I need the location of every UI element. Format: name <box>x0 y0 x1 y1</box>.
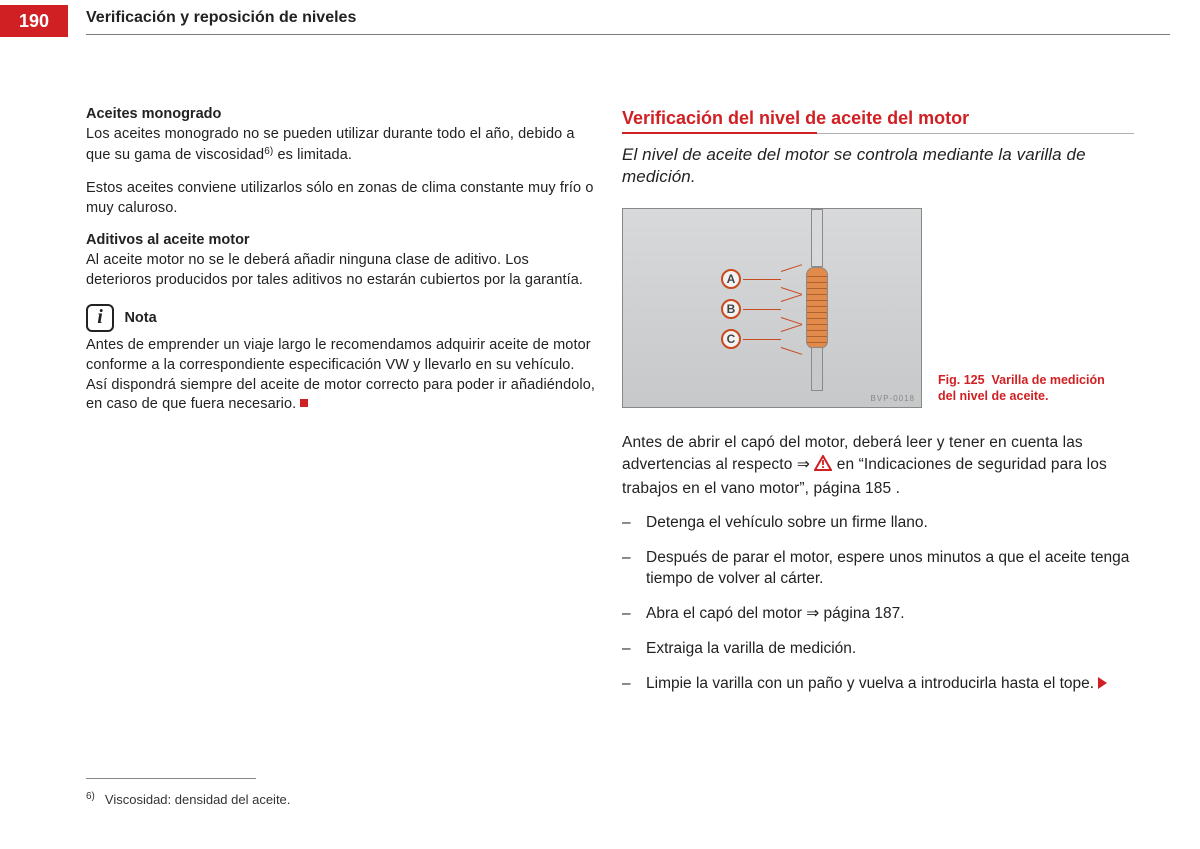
paragraph-aditivos: Al aceite motor no se le deberá añadir n… <box>86 251 598 290</box>
text-tail: es limitada. <box>273 147 352 163</box>
footnote-mark: 6) <box>86 791 95 802</box>
continue-arrow-icon <box>1098 677 1107 689</box>
step-item: Abra el capó del motor ⇒ página 187. <box>622 604 1134 625</box>
dipstick-shaft <box>811 209 823 267</box>
marker-a-line <box>743 279 781 280</box>
right-column: Verificación del nivel de aceite del mot… <box>622 108 1134 709</box>
dipstick-measure-zone <box>806 267 828 349</box>
left-column: Aceites monogrado Los aceites monogrado … <box>86 106 598 415</box>
section-rule <box>622 132 1134 134</box>
figure-row: A B C BVP-0018 Fig. 125 Varilla de medic… <box>622 208 1134 408</box>
footnote: 6) Viscosidad: densidad del aceite. <box>86 791 290 807</box>
footnote-rule <box>86 778 256 779</box>
heading-monogrado: Aceites monogrado <box>86 106 598 122</box>
step-item: Después de parar el motor, espere unos m… <box>622 548 1134 590</box>
section-heading: Verificación del nivel de aceite del mot… <box>622 108 1134 129</box>
note-text: Antes de emprender un viaje largo le rec… <box>86 337 595 412</box>
warning-triangle-icon <box>814 455 832 478</box>
instructions: Antes de abrir el capó del motor, deberá… <box>622 432 1134 695</box>
step-item: Extraiga la varilla de medición. <box>622 639 1134 660</box>
marker-a: A <box>721 269 741 289</box>
marker-b-line <box>743 309 781 310</box>
arrow-ref-icon: ⇒ <box>797 456 815 473</box>
note-label: Nota <box>124 310 156 326</box>
section-intro: El nivel de aceite del motor se controla… <box>622 144 1134 188</box>
page-number-tab: 190 <box>0 5 68 37</box>
paragraph-monogrado-1: Los aceites monogrado no se pueden utili… <box>86 125 598 165</box>
marker-c: C <box>721 329 741 349</box>
header-rule <box>86 34 1170 35</box>
marker-c-line <box>743 339 781 340</box>
pre-steps-text: Antes de abrir el capó del motor, deberá… <box>622 432 1134 499</box>
page-number: 190 <box>19 11 49 32</box>
figure-caption: Fig. 125 Varilla de medición del nivel d… <box>938 373 1118 408</box>
heading-aditivos: Aditivos al aceite motor <box>86 232 598 248</box>
figure-dipstick: A B C BVP-0018 <box>622 208 922 408</box>
figure-label: Fig. 125 <box>938 373 985 387</box>
dipstick-tip <box>811 347 823 391</box>
rule-gray <box>817 133 1134 134</box>
footnote-text: Viscosidad: densidad del aceite. <box>105 792 291 807</box>
paragraph-monogrado-2: Estos aceites conviene utilizarlos sólo … <box>86 179 598 218</box>
steps-list: Detenga el vehículo sobre un firme llano… <box>622 513 1134 695</box>
step-item: Detenga el vehículo sobre un firme llano… <box>622 513 1134 534</box>
rule-accent <box>622 132 817 134</box>
note-body: Antes de emprender un viaje largo le rec… <box>86 336 598 414</box>
footnote-ref: 6) <box>264 146 273 157</box>
marker-b: B <box>721 299 741 319</box>
info-icon: i <box>86 304 114 332</box>
end-marker-icon <box>300 399 308 407</box>
figure-code: BVP-0018 <box>871 394 915 403</box>
step-item: Limpie la varilla con un paño y vuelva a… <box>622 674 1134 695</box>
page-title: Verificación y reposición de niveles <box>86 9 356 27</box>
note-block: i Nota Antes de emprender un viaje largo… <box>86 304 598 414</box>
